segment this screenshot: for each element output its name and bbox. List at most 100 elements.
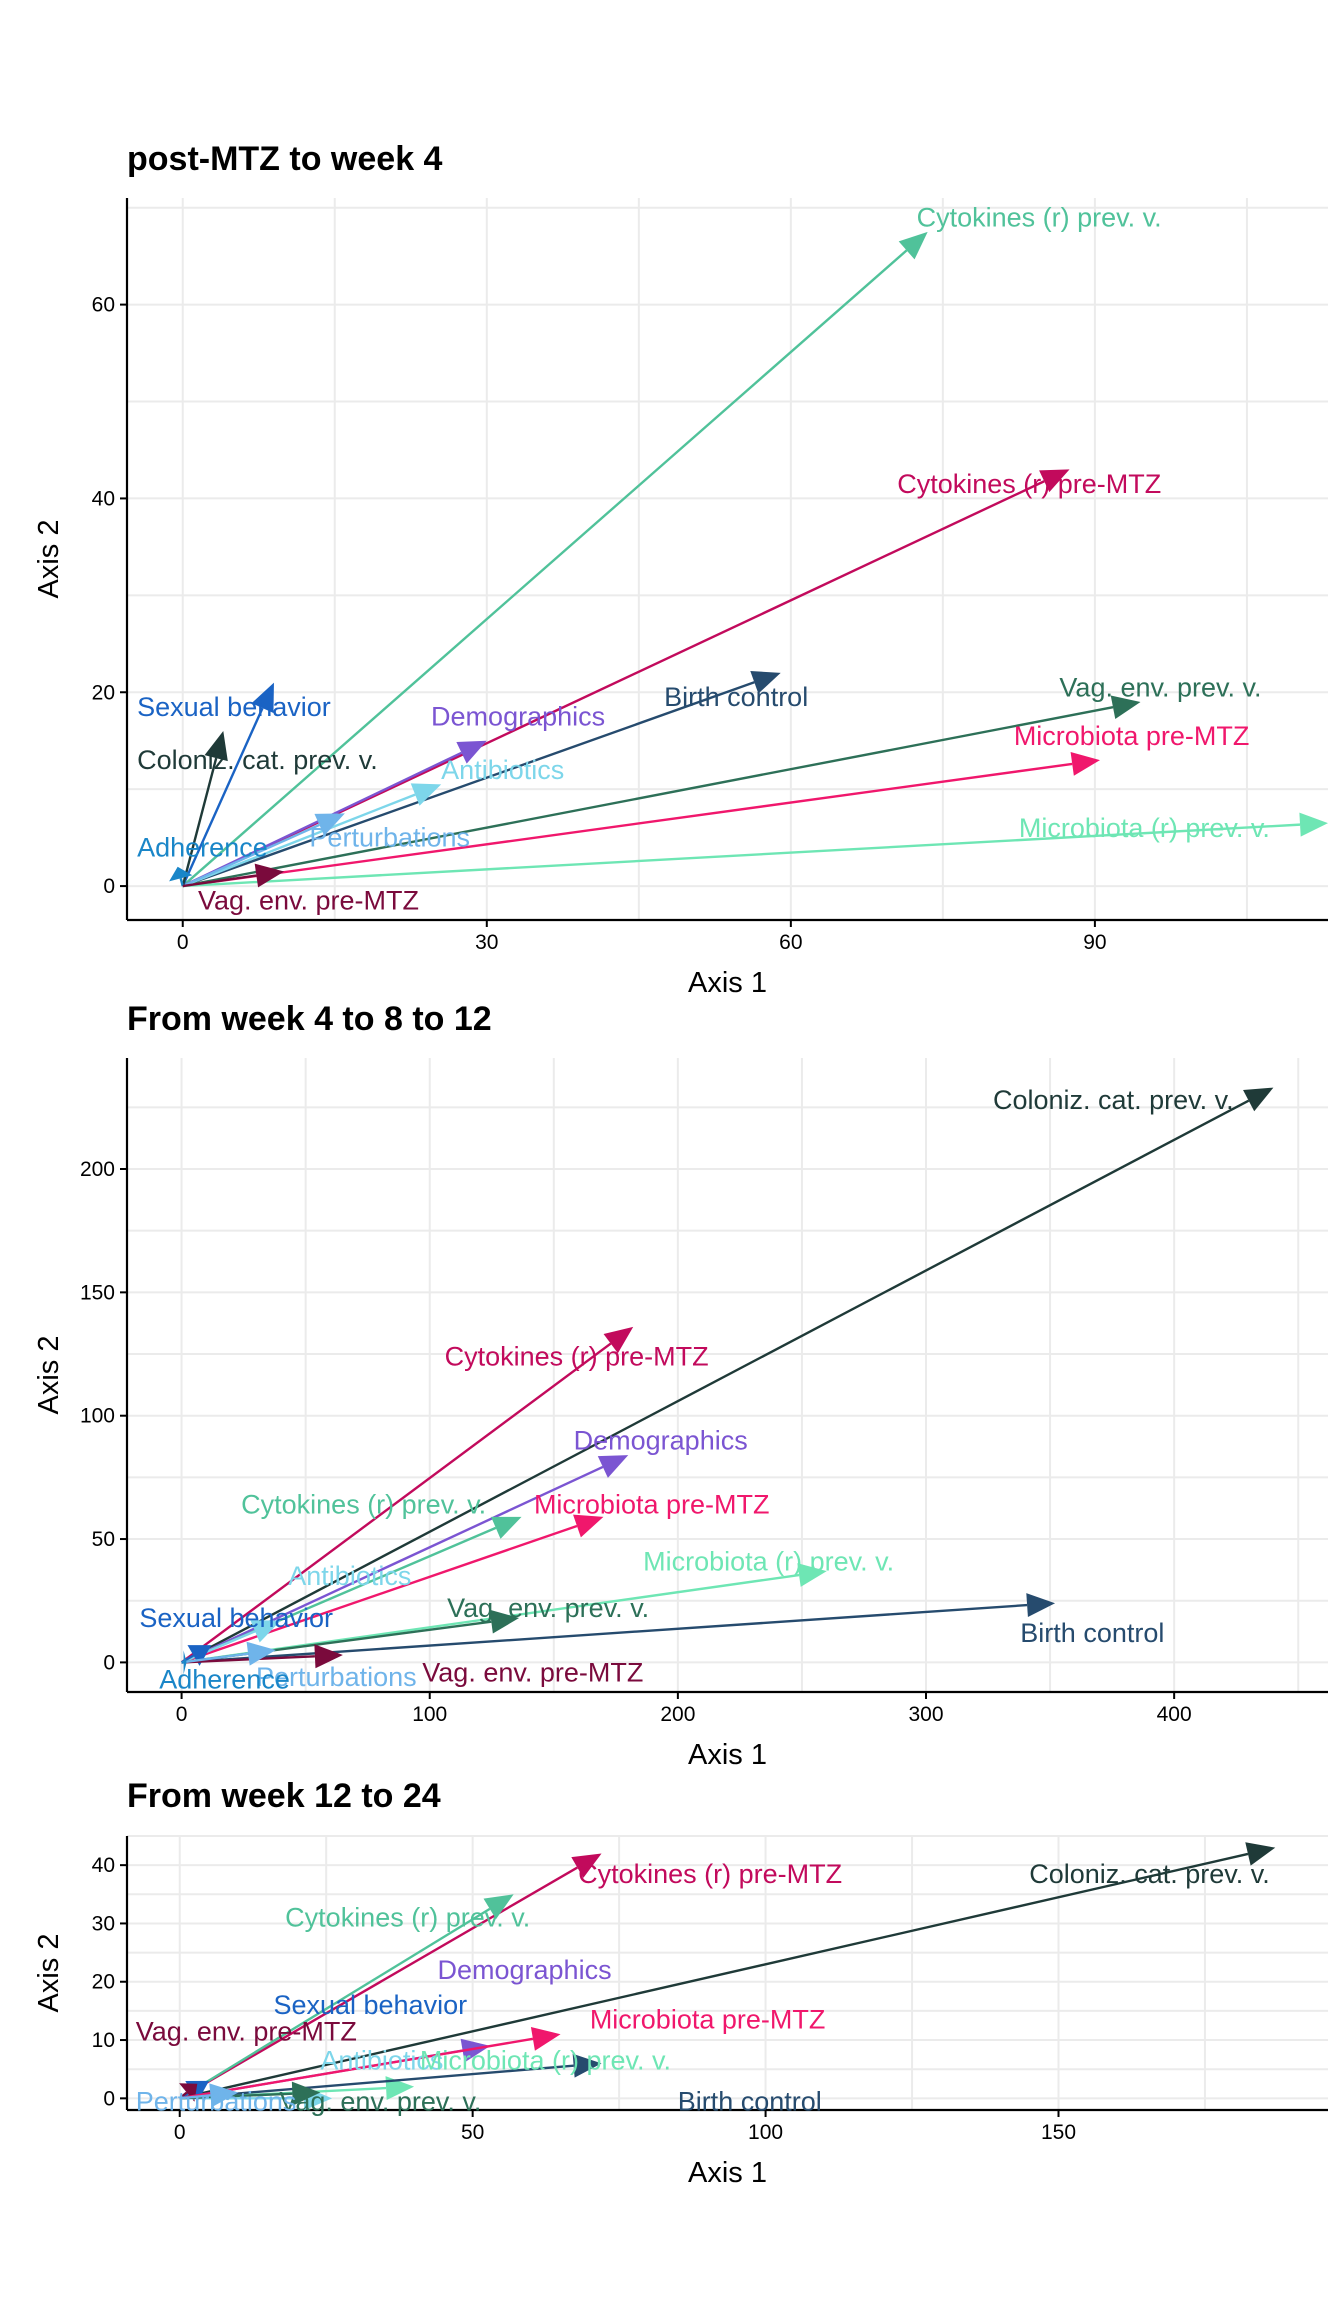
arrow-line <box>179 1866 578 2100</box>
arrow-head <box>1070 752 1100 776</box>
arrow-label: Microbiota pre-MTZ <box>534 1490 770 1520</box>
arrow-label: Birth control <box>1020 1618 1164 1648</box>
arrow-head <box>597 1455 629 1478</box>
arrow-head <box>1299 812 1328 837</box>
arrow-head <box>750 670 781 694</box>
arrow-label: Microbiota pre-MTZ <box>590 2005 826 2035</box>
arrow-label: Birth control <box>664 682 808 712</box>
arrow-label: Vag. env. prev. v. <box>447 1593 649 1623</box>
y-tick-label: 0 <box>103 875 115 898</box>
arrow-label: Birth control <box>678 2086 822 2116</box>
chart-panel-3: From week 12 to 24 0 50 100 150 0 10 20 30 40 Axis… <box>33 1777 1328 2189</box>
arrow-head <box>898 231 928 260</box>
y-tick-label: 0 <box>103 1651 115 1674</box>
arrow-head <box>314 813 345 836</box>
arrow-head <box>489 1609 520 1634</box>
arrow-head <box>314 1644 343 1669</box>
arrow-label: Adherence <box>137 832 268 862</box>
x-axis-label: Axis 1 <box>688 1739 767 1771</box>
arrow-head <box>603 1326 634 1354</box>
arrow-line <box>181 249 908 887</box>
arrow-line <box>180 1342 612 1664</box>
y-tick-label: 40 <box>92 1854 115 1877</box>
arrow-label: Vag. env. pre-MTZ <box>198 886 419 916</box>
arrow-head <box>1026 1593 1056 1618</box>
y-tick-label: 200 <box>80 1158 115 1181</box>
arrow-head <box>183 1650 187 1675</box>
arrow-label: Vag. env. pre-MTZ <box>422 1657 643 1687</box>
arrow-label: Vag. env. prev. v. <box>279 2086 481 2116</box>
arrow-label: Microbiota pre-MTZ <box>1014 721 1250 751</box>
arrow-head <box>1039 469 1070 493</box>
arrow-label: Vag. env. pre-MTZ <box>136 2016 357 2046</box>
arrow-line <box>182 681 755 888</box>
x-axis-label: Axis 1 <box>688 967 767 999</box>
chart-title: From week 12 to 24 <box>127 1777 441 1815</box>
x-tick-label: 50 <box>461 2121 484 2144</box>
arrow-line <box>179 2064 574 2100</box>
arrow-head <box>483 1894 514 1920</box>
y-tick-label: 0 <box>103 2087 115 2110</box>
chart-title: post-MTZ to week 4 <box>127 140 443 178</box>
x-tick-label: 150 <box>1041 2121 1076 2144</box>
arrow-label: Coloniz. cat. prev. v. <box>1029 1859 1270 1889</box>
arrow-head <box>456 740 487 764</box>
y-axis-label: Axis 2 <box>33 1934 65 2013</box>
arrow-line <box>181 1652 249 1664</box>
y-axis-label: Axis 2 <box>33 520 65 599</box>
arrow-label: Perturbations <box>309 823 470 853</box>
x-tick-label: 0 <box>174 2121 186 2144</box>
arrow-label: Sexual behavior <box>139 1603 333 1633</box>
arrow-head <box>385 2076 415 2101</box>
arrow-line <box>181 1524 578 1664</box>
arrow-line <box>182 793 416 888</box>
arrow-head <box>187 1645 212 1666</box>
x-tick-label: 100 <box>748 2121 783 2144</box>
chart-panel-1: post-MTZ to week 4 0 30 60 90 0 20 40 60 Axis 1 Ax… <box>33 140 1328 999</box>
arrow-label: Sexual behavior <box>273 1990 467 2020</box>
arrow-head <box>254 863 285 888</box>
arrow-label: Adherence <box>159 1665 290 1695</box>
arrow-label: Antibiotics <box>288 1561 411 1591</box>
arrow-label: Demographics <box>438 1955 612 1985</box>
x-axis-label: Axis 1 <box>688 2157 767 2189</box>
arrow-label: Demographics <box>574 1425 748 1455</box>
arrow-head <box>530 2027 561 2051</box>
y-tick-label: 30 <box>92 1912 115 1935</box>
arrow-line <box>179 2094 211 2100</box>
y-tick-label: 150 <box>80 1281 115 1304</box>
x-tick-label: 300 <box>908 1703 943 1726</box>
y-tick-label: 60 <box>92 294 115 317</box>
arrow-head <box>1245 1842 1276 1866</box>
arrow-head <box>291 2081 321 2106</box>
arrow-label: Perturbations <box>136 2086 297 2116</box>
y-tick-label: 20 <box>92 681 115 704</box>
arrow-head <box>1243 1087 1274 1112</box>
arrow-label: Microbiota (r) prev. v. <box>420 2045 671 2075</box>
arrow-head <box>169 866 193 882</box>
x-tick-label: 400 <box>1157 1703 1192 1726</box>
chart-panel-2: From week 4 to 8 to 12 0 100 200 300 400 0 50 10… <box>33 1000 1328 1771</box>
arrow-label: Cytokines (r) pre-MTZ <box>897 469 1161 499</box>
arrow-label: Cytokines (r) prev. v. <box>917 202 1162 232</box>
arrow-label: Microbiota (r) prev. v. <box>643 1546 894 1576</box>
y-tick-label: 10 <box>92 2029 115 2052</box>
y-tick-label: 20 <box>92 1971 115 1994</box>
arrow-label: Antibiotics <box>441 755 564 785</box>
arrow-line <box>179 878 184 887</box>
arrow-line <box>182 706 1114 888</box>
x-tick-label: 90 <box>1083 931 1106 954</box>
arrow-head <box>204 731 228 762</box>
arrow-head <box>1110 695 1141 720</box>
arrow-line <box>179 1852 1249 2100</box>
x-tick-label: 60 <box>779 931 802 954</box>
arrow-line <box>182 762 1073 888</box>
arrow-line <box>179 2037 534 2100</box>
arrow-label: Demographics <box>431 701 605 731</box>
x-tick-label: 0 <box>176 1703 188 1726</box>
arrow-head <box>491 1516 522 1539</box>
arrow-label: Coloniz. cat. prev. v. <box>993 1085 1234 1115</box>
y-tick-label: 100 <box>80 1405 115 1428</box>
arrow-head <box>571 1853 602 1878</box>
arrow-label: Coloniz. cat. prev. v. <box>137 745 378 775</box>
